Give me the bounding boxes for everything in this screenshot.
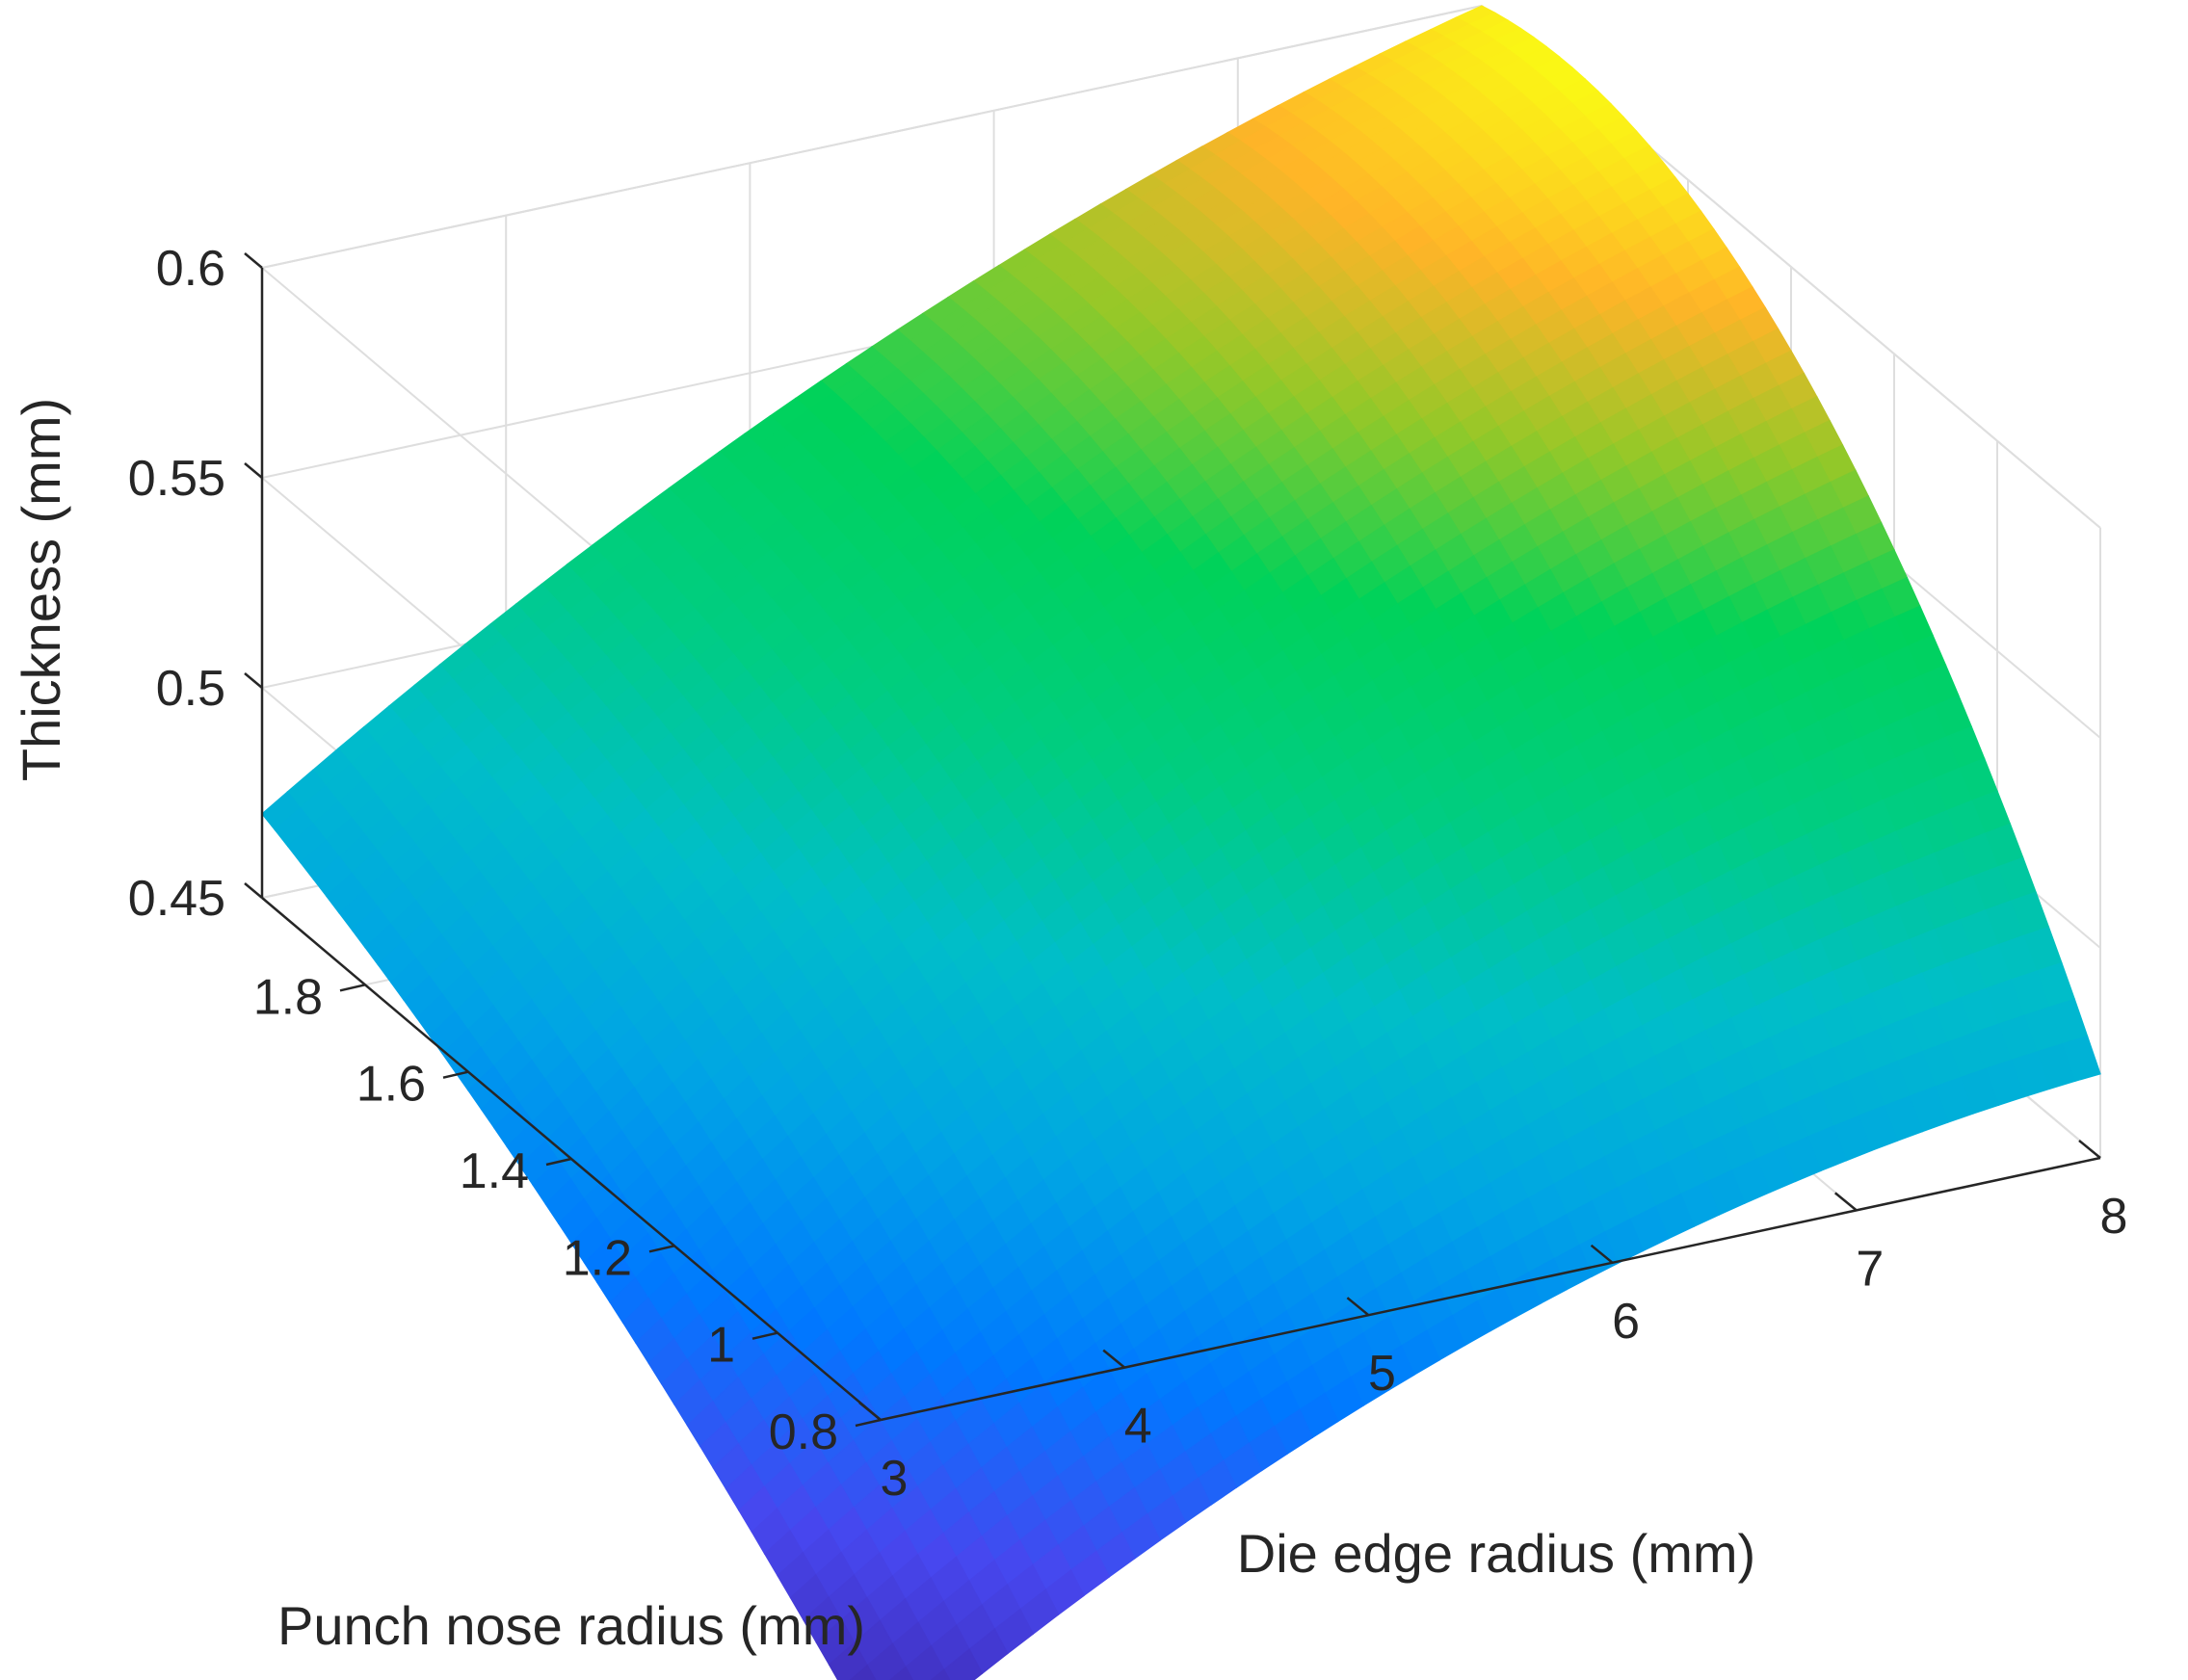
thickness-surface: [261, 5, 2101, 1680]
x-tick-label: 1.8: [253, 969, 323, 1025]
x-axis-label: Punch nose radius (mm): [277, 1595, 865, 1656]
y-tick-label: 3: [881, 1451, 909, 1507]
surface-patch: [889, 1666, 914, 1680]
y-tick: [858, 1402, 882, 1421]
y-tick-label: 6: [1612, 1294, 1640, 1350]
z-tick: [244, 252, 263, 269]
x-tick: [751, 1331, 778, 1340]
tick-labels: 0.45 0.5 0.55 0.6 0.8 1 1.2 1.4 1.6 1.8 3 4 5 6 7 8: [128, 241, 2128, 1507]
z-tick-label: 0.55: [128, 451, 225, 507]
y-tick-label: 5: [1368, 1346, 1396, 1402]
x-tick: [855, 1418, 882, 1428]
y-tick-label: 7: [1856, 1241, 1884, 1297]
x-tick-label: 1.4: [460, 1143, 529, 1199]
z-tick: [244, 672, 263, 689]
y-tick: [1102, 1349, 1125, 1369]
y-tick: [1590, 1244, 1614, 1264]
surface-patch: [849, 1664, 877, 1680]
z-grid-line: [261, 5, 1483, 269]
z-tick-label: 0.45: [128, 871, 225, 927]
tick-marks: [244, 252, 2101, 1428]
y-tick-label: 4: [1124, 1399, 1152, 1455]
y-tick-label: 8: [2100, 1189, 2128, 1245]
y-axis-label: Die edge radius (mm): [1237, 1523, 1755, 1584]
x-tick-label: 1.2: [563, 1230, 632, 1286]
surface-patch: [930, 1668, 951, 1680]
y-tick: [1346, 1297, 1370, 1317]
y-axis-line: [880, 1156, 2101, 1422]
z-tick: [244, 462, 263, 479]
z-tick-label: 0.6: [156, 241, 225, 297]
x-tick: [648, 1245, 675, 1253]
x-tick-label: 1: [707, 1318, 735, 1374]
y-tick: [1834, 1192, 1858, 1212]
x-tick-label: 0.8: [769, 1404, 838, 1460]
x-tick-label: 1.6: [356, 1057, 426, 1113]
x-tick: [545, 1157, 572, 1167]
y-tick: [2078, 1140, 2101, 1159]
z-tick-label: 0.5: [156, 661, 225, 717]
x-tick: [442, 1070, 469, 1079]
z-tick: [244, 882, 263, 899]
z-axis-label: Thickness (mm): [11, 398, 71, 781]
x-tick: [339, 984, 366, 992]
